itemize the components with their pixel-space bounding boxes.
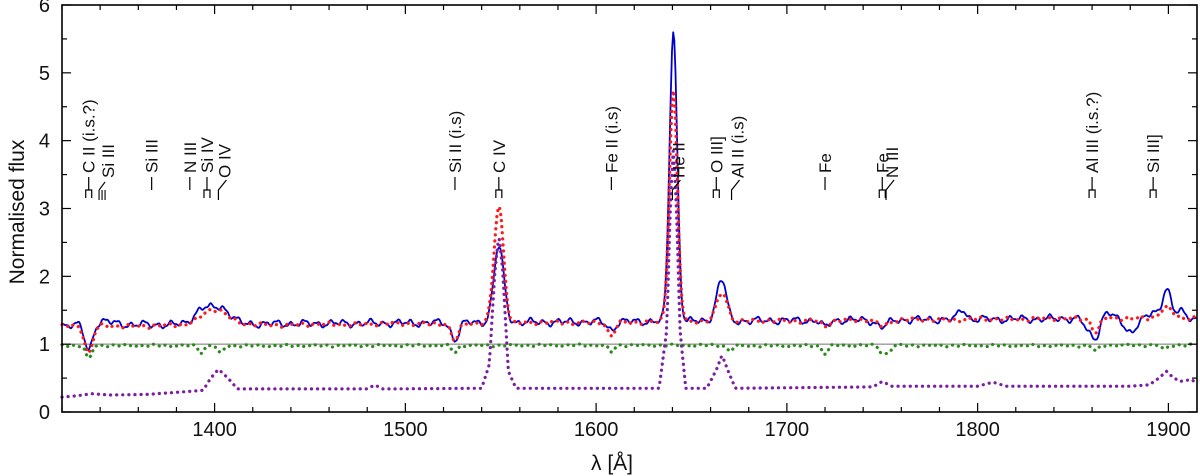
line-id-label: Si II (i.s) xyxy=(446,111,465,173)
y-tick-label: 3 xyxy=(39,199,50,221)
line-id-1: Si III xyxy=(98,144,118,200)
line-id-label: Fe xyxy=(816,153,835,173)
y-axis-title: Normalised flux xyxy=(6,139,29,284)
line-id-bracket xyxy=(203,177,211,198)
line-id-2: Si III xyxy=(143,139,162,190)
line-id-label: Si IV xyxy=(198,136,217,173)
line-id-7: C IV xyxy=(490,139,509,198)
line-id-label: Al III (i.s.?) xyxy=(1083,92,1102,173)
series-line-0 xyxy=(61,31,1197,352)
line-id-bracket xyxy=(1088,177,1096,198)
line-id-label: C II (i.s.?) xyxy=(80,99,99,173)
line-id-label: N III xyxy=(181,142,200,173)
line-id-0: C II (i.s.?) xyxy=(80,99,99,198)
line-id-angle xyxy=(671,179,681,200)
line-id-14: N III xyxy=(883,147,902,200)
line-id-angle xyxy=(730,179,741,200)
line-id-16: Si III] xyxy=(1144,134,1163,198)
y-tick-label: 4 xyxy=(39,131,50,153)
line-id-bracket xyxy=(878,177,886,198)
line-id-label: Si III xyxy=(99,144,118,178)
line-id-6: Si II (i.s) xyxy=(446,111,465,190)
line-id-label: O IV xyxy=(215,143,234,178)
line-id-5: O IV xyxy=(215,143,234,200)
y-tick-label: 2 xyxy=(39,266,50,288)
line-id-angle xyxy=(885,179,895,200)
line-id-4: Si IV xyxy=(198,136,217,198)
line-id-bracket xyxy=(712,177,720,198)
line-id-label: Fe xyxy=(873,153,892,173)
line-id-bracket xyxy=(1149,177,1157,198)
line-id-label: Si III] xyxy=(1144,134,1163,173)
line-id-13: Fe xyxy=(873,153,892,198)
line-id-3: N III xyxy=(181,142,200,190)
x-tick-label: 1400 xyxy=(192,419,237,441)
axes-layer: 1400 1500 1600 1700 1800 1900 0 1 2 3 4 5 6 xyxy=(39,0,1198,441)
line-id-label: Al II (i.s) xyxy=(729,116,748,178)
line-id-angle xyxy=(217,179,227,200)
series-layer xyxy=(60,31,1198,399)
plot-frame xyxy=(61,4,1198,413)
x-tick-label: 1700 xyxy=(765,419,810,441)
line-id-15: Al III (i.s.?) xyxy=(1083,92,1102,198)
x-tick-label: 1800 xyxy=(955,419,1000,441)
line-id-10: O III] xyxy=(707,136,726,198)
line-id-12: Fe xyxy=(816,153,835,190)
y-tick-label: 6 xyxy=(39,0,50,17)
line-id-label: O III] xyxy=(707,136,726,173)
line-id-label: Si III xyxy=(143,139,162,173)
line-id-8: Fe II (i.s) xyxy=(602,106,621,190)
y-tick-label: 1 xyxy=(39,334,50,356)
x-tick-label: 1500 xyxy=(383,419,428,441)
line-id-bracket xyxy=(495,177,503,198)
line-id-label: C IV xyxy=(490,139,509,173)
series-line-3 xyxy=(60,149,1198,399)
line-id-label: He II xyxy=(669,142,688,178)
line-id-label: N III xyxy=(883,147,902,178)
line-id-multi xyxy=(98,181,106,200)
line-id-9: He II xyxy=(669,142,688,200)
y-tick-label: 0 xyxy=(39,402,50,424)
series-line-2 xyxy=(60,342,1198,360)
y-tick-label: 5 xyxy=(39,63,50,85)
series-line-1 xyxy=(60,88,1198,355)
x-tick-label: 1900 xyxy=(1146,419,1191,441)
x-tick-label: 1600 xyxy=(574,419,619,441)
x-axis-title: λ [Å] xyxy=(591,452,633,475)
line-id-bracket xyxy=(85,177,93,198)
line-id-11: Al II (i.s) xyxy=(729,116,748,200)
line-id-label: Fe II (i.s) xyxy=(602,106,621,173)
